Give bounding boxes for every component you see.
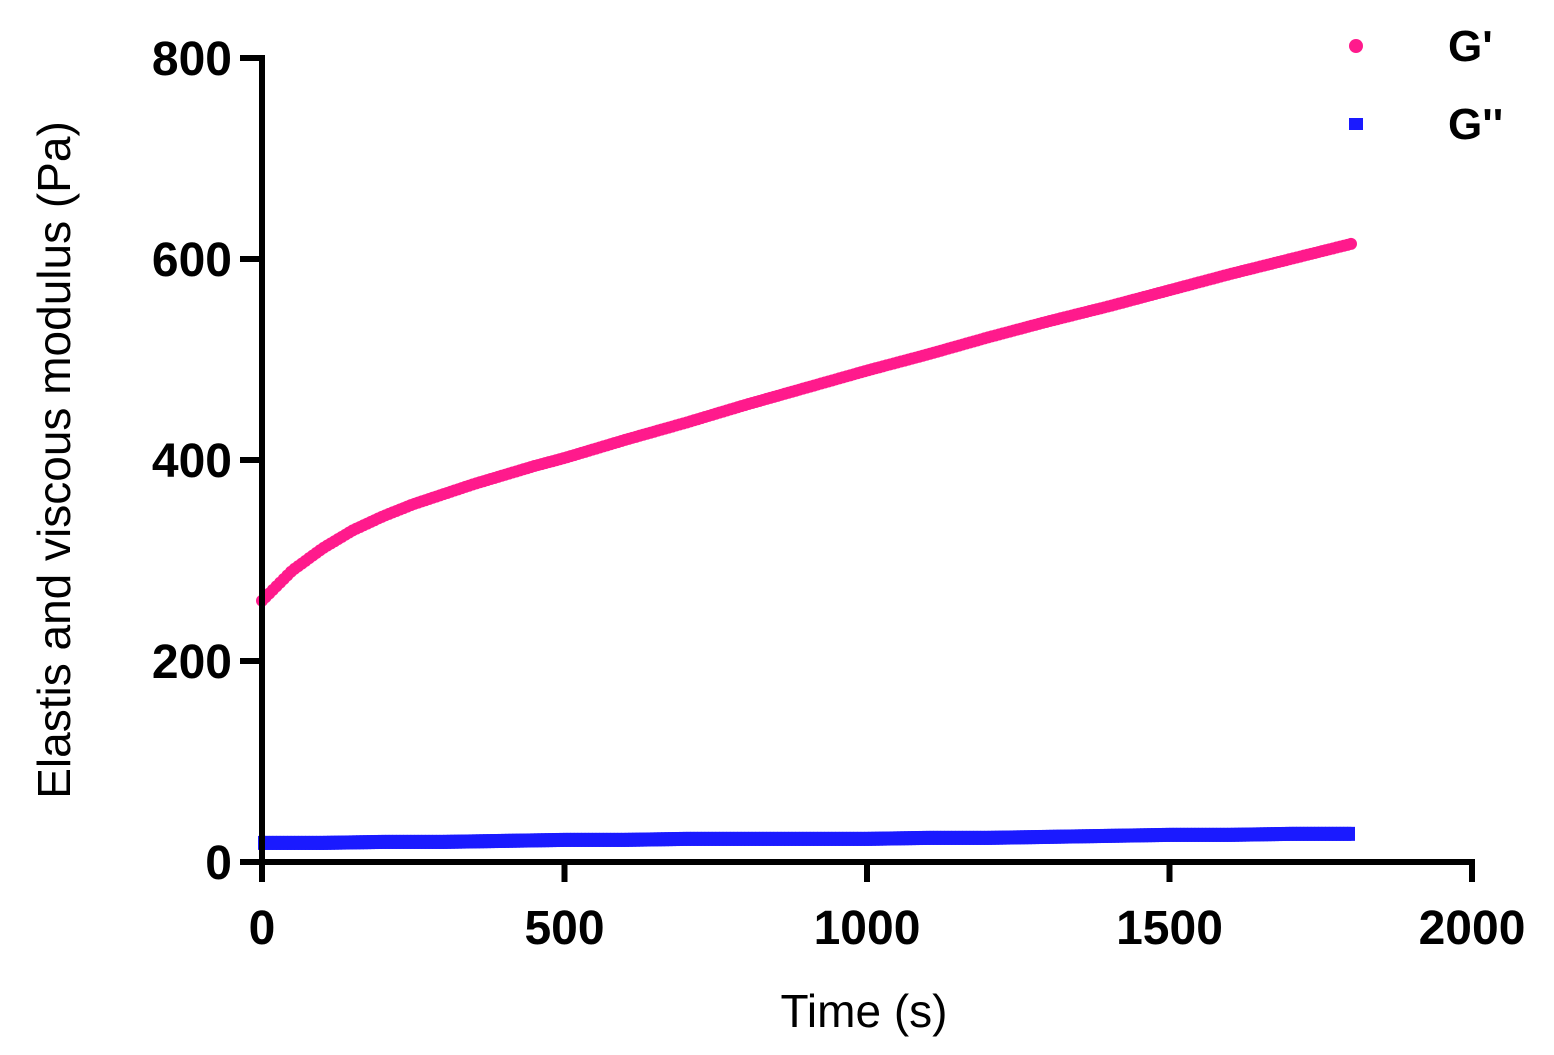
x-axis-title: Time (s) bbox=[781, 985, 948, 1037]
y-tick-label: 0 bbox=[205, 837, 232, 890]
legend-label: G' bbox=[1448, 22, 1493, 71]
x-tick-label: 1500 bbox=[1116, 902, 1223, 955]
data-point bbox=[1347, 826, 1355, 841]
plot-area bbox=[256, 237, 1357, 850]
series-g-double-prime bbox=[258, 826, 1355, 850]
legend-item: G'' bbox=[1349, 100, 1503, 149]
y-axis-ticks: 0 200 400 600 800 bbox=[152, 33, 262, 890]
x-tick-label: 0 bbox=[249, 902, 276, 955]
data-point bbox=[1345, 237, 1357, 250]
y-axis-title: Elastis and viscous modulus (Pa) bbox=[28, 121, 80, 799]
x-axis-ticks: 0 500 1000 1500 2000 bbox=[249, 862, 1526, 955]
legend-marker bbox=[1349, 118, 1363, 130]
legend-label: G'' bbox=[1448, 100, 1503, 149]
y-tick-label: 200 bbox=[152, 636, 232, 689]
series-g-prime bbox=[256, 237, 1357, 607]
legend: G' G'' bbox=[1349, 22, 1503, 149]
legend-marker bbox=[1349, 39, 1363, 53]
x-tick-label: 2000 bbox=[1419, 902, 1526, 955]
x-tick-label: 1000 bbox=[814, 902, 921, 955]
y-tick-label: 400 bbox=[152, 435, 232, 488]
axes: 0 500 1000 1500 2000 0 200 400 600 800 bbox=[152, 33, 1525, 955]
legend-item: G' bbox=[1349, 22, 1493, 71]
y-tick-label: 600 bbox=[152, 234, 232, 287]
y-tick-label: 800 bbox=[152, 33, 232, 86]
x-tick-label: 500 bbox=[524, 902, 604, 955]
